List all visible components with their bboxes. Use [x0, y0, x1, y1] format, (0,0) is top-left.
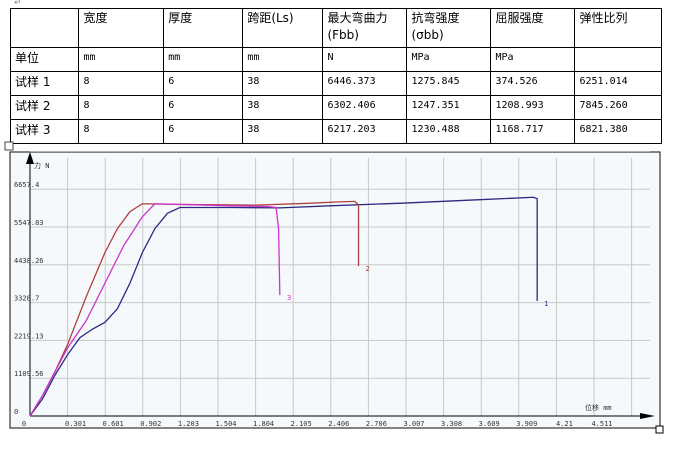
- chart-frame: [9, 151, 661, 429]
- x-tick-label: 3.609: [479, 420, 500, 428]
- table-cell: 1168.717: [490, 119, 576, 144]
- x-tick-label: 1.504: [215, 420, 236, 428]
- table-row: 试样 3 8 6 38 6217.203 1230.488 1168.717 6821.380: [9, 119, 662, 144]
- table-cell: [9, 8, 80, 48]
- paragraph-mark: ↵: [14, 0, 22, 8]
- table-cell: [574, 47, 662, 72]
- table-cell: 6302.406: [322, 95, 408, 120]
- series-label-2: 2: [366, 265, 370, 273]
- series-label-3: 3: [287, 294, 291, 302]
- table-cell: 屈服强度: [490, 8, 576, 48]
- table-cell: 宽度: [78, 8, 165, 48]
- table-cell: 6: [163, 95, 244, 120]
- table-move-handle-icon: [4, 141, 14, 151]
- x-tick-label: 2.105: [291, 420, 312, 428]
- x-tick-label: 0.601: [103, 420, 124, 428]
- table-cell: 8: [78, 71, 165, 96]
- table-cell: 厚度: [163, 8, 244, 48]
- x-tick-label: 0.902: [140, 420, 161, 428]
- x-tick-label: 1.804: [253, 420, 274, 428]
- table-cell: MPa: [490, 47, 576, 72]
- x-tick-label: 4.21: [556, 420, 573, 428]
- table-cell: 38: [242, 95, 324, 120]
- x-tick-label: 3.007: [403, 420, 424, 428]
- table-cell: 6446.373: [322, 71, 408, 96]
- table-cell: 试样 1: [9, 71, 80, 96]
- y-tick-label: 1109.56: [14, 370, 44, 378]
- table-row: 单位 mm mm mm N MPa MPa: [9, 47, 662, 72]
- table-cell: 38: [242, 71, 324, 96]
- table-cell: mm: [242, 47, 324, 72]
- x-tick-label: 2.406: [328, 420, 349, 428]
- table-cell: 试样 3: [9, 119, 80, 144]
- results-table: 宽度 厚度 跨距(Ls) 最大弯曲力(Fbb) 抗弯强度(σbb) 屈服强度 弹性比列 单位 m…: [9, 8, 662, 144]
- table-cell: mm: [163, 47, 244, 72]
- table-cell: 1230.488: [406, 119, 492, 144]
- y-tick-label: 4438.26: [14, 257, 44, 265]
- x-tick-label: 3.308: [441, 420, 462, 428]
- x-tick-label: 0.301: [65, 420, 86, 428]
- table-row: 试样 1 8 6 38 6446.373 1275.845 374.526 6251.014: [9, 71, 662, 96]
- y-tick-label: 5547.83: [14, 219, 44, 227]
- y-axis-label: 力 N: [34, 161, 49, 170]
- table-cell: 1208.993: [490, 95, 576, 120]
- table-cell: 7845.260: [574, 95, 662, 120]
- table-cell: 试样 2: [9, 95, 80, 120]
- table-cell: 6821.380: [574, 119, 662, 144]
- table-cell: 8: [78, 95, 165, 120]
- table-row: 试样 2 8 6 38 6302.406 1247.351 1208.993 7845.260: [9, 95, 662, 120]
- table-cell: 单位: [9, 47, 80, 72]
- table-cell: 8: [78, 119, 165, 144]
- table-cell: 6: [163, 71, 244, 96]
- force-displacement-chart: 0 0.301 0.601 0.902 1.203 1.504 1.804 2.105 2.40…: [4, 141, 664, 434]
- table-cell: mm: [78, 47, 165, 72]
- series-line-3: [29, 203, 281, 417]
- y-tick-label: 3328.7: [14, 295, 39, 303]
- table-cell: N: [322, 47, 408, 72]
- table-cell: 6217.203: [322, 119, 408, 144]
- y-axis-arrow-icon: [26, 152, 34, 164]
- table-cell: MPa: [406, 47, 492, 72]
- table-cell: 1275.845: [406, 71, 492, 96]
- table-cell: 弹性比列: [574, 8, 662, 48]
- table-cell: 38: [242, 119, 324, 144]
- y-tick-label: 2219.13: [14, 332, 44, 340]
- x-tick-label: 4.511: [591, 420, 612, 428]
- table-cell: 最大弯曲力(Fbb): [322, 8, 408, 48]
- series-line-2: [29, 200, 360, 417]
- x-tick-label: 1.203: [178, 420, 199, 428]
- table-cell: 1247.351: [406, 95, 492, 120]
- table-cell: 374.526: [490, 71, 576, 96]
- y-tick-label: 6657.4: [14, 181, 39, 189]
- table-cell: 抗弯强度(σbb): [406, 8, 492, 48]
- x-axis-arrow-icon: [640, 413, 655, 419]
- table-row: 宽度 厚度 跨距(Ls) 最大弯曲力(Fbb) 抗弯强度(σbb) 屈服强度 弹性比列: [9, 8, 662, 48]
- resize-handle-icon: [655, 425, 664, 434]
- table-cell: 6251.014: [574, 71, 662, 96]
- x-tick-label: 3.909: [516, 420, 537, 428]
- x-tick-label: 0: [22, 420, 26, 428]
- series-line-1: [29, 196, 538, 417]
- x-tick-label: 2.706: [366, 420, 387, 428]
- x-axis-label: 位移 mm: [585, 403, 612, 412]
- y-tick-label: 0: [14, 408, 18, 416]
- table-cell: 跨距(Ls): [242, 8, 324, 48]
- series-label-1: 1: [544, 300, 548, 308]
